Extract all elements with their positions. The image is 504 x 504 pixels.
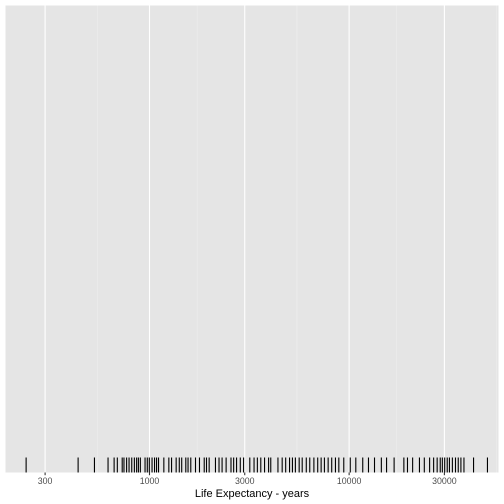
minor-gridlines (97, 5, 497, 473)
x-tick-label: 10000 (337, 476, 362, 486)
plot-panel (5, 5, 499, 473)
x-tick-label: 300 (38, 476, 53, 486)
x-tick-label: 30000 (432, 476, 457, 486)
x-axis-ticks (44, 472, 445, 476)
x-axis-tick-labels: 300 1000 3000 10000 30000 (38, 476, 457, 486)
x-tick-label: 1000 (140, 476, 160, 486)
x-axis-title: Life Expectancy - years (195, 488, 310, 500)
major-gridlines (44, 5, 445, 473)
x-tick-label: 3000 (235, 476, 255, 486)
rug-marks (25, 457, 489, 473)
